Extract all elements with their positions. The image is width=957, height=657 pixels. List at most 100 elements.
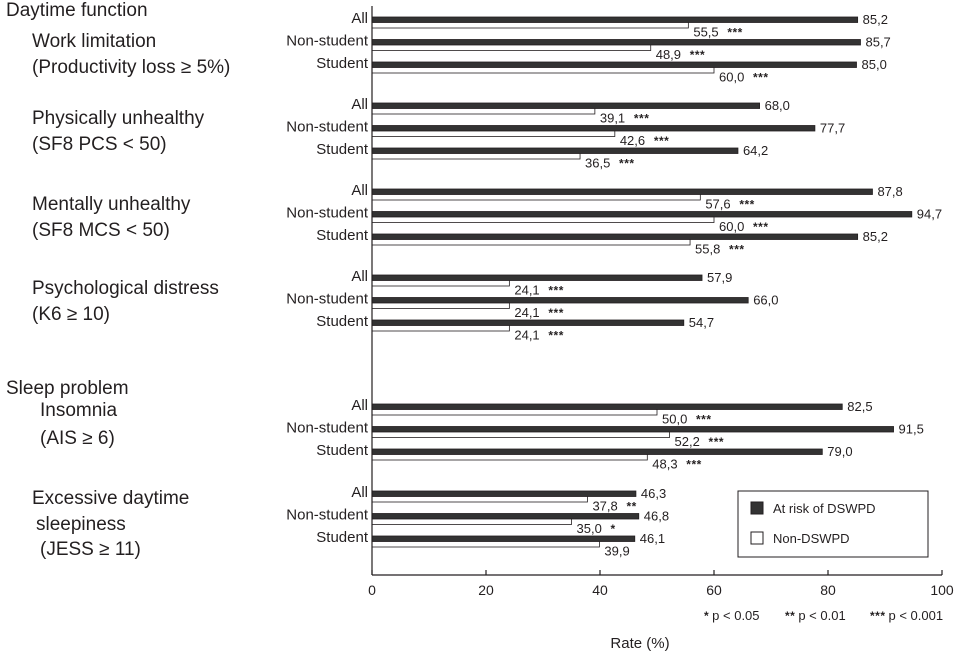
row-label-insomnia-student: Student [316, 442, 369, 459]
value-at-risk-psychological-distress-non-student: 66,0 [753, 293, 778, 308]
labels-layer: Daytime function Work limitation (Producti… [6, 0, 942, 560]
value-non-dswpd-physically-unhealthy-non-student: 42,6 [620, 133, 645, 148]
value-at-risk-insomnia-student: 79,0 [827, 444, 852, 459]
legend-swatch-non [750, 531, 764, 545]
note-p005: * p < 0.05 [704, 608, 760, 623]
significance-physically-unhealthy-non-student: *** [654, 134, 670, 148]
value-at-risk-mentally-unhealthy-non-student: 94,7 [917, 207, 942, 222]
value-non-dswpd-mentally-unhealthy-all: 57,6 [705, 197, 730, 212]
x-axis-title: Rate (%) [610, 635, 669, 652]
significance-physically-unhealthy-student: *** [619, 157, 635, 171]
value-at-risk-work-limitation-student: 85,0 [862, 57, 887, 72]
value-at-risk-insomnia-all: 82,5 [847, 399, 872, 414]
group-title-work-limitation-line-2: (Productivity loss ≥ 5%) [32, 57, 230, 78]
row-label-mentally-unhealthy-all: All [351, 182, 368, 199]
significance-insomnia-student: *** [686, 458, 702, 472]
x-tick-label-40: 40 [592, 582, 608, 598]
row-label-psychological-distress-non-student: Non-student [286, 291, 369, 308]
bar-non-dswpd-psychological-distress-all [371, 280, 510, 287]
x-tick-label-60: 60 [706, 582, 722, 598]
row-label-mentally-unhealthy-non-student: Non-student [286, 205, 369, 222]
bar-at-risk-excessive-daytime-student [371, 535, 636, 542]
value-non-dswpd-work-limitation-student: 60,0 [719, 70, 744, 85]
bar-non-dswpd-work-limitation-all [371, 22, 689, 29]
value-at-risk-physically-unhealthy-all: 68,0 [765, 98, 790, 113]
significance-psychological-distress-student: *** [548, 329, 564, 343]
value-non-dswpd-psychological-distress-student: 24,1 [514, 328, 539, 343]
note-p005-stars: * [704, 609, 709, 623]
group-title-psychological-distress-line-1: Psychological distress [32, 278, 219, 299]
row-label-excessive-daytime-all: All [351, 484, 368, 501]
significance-physically-unhealthy-all: *** [634, 112, 650, 126]
row-label-work-limitation-all: All [351, 10, 368, 27]
note-p001: ** p < 0.01 [785, 608, 846, 623]
legend-box [737, 490, 929, 558]
row-label-work-limitation-non-student: Non-student [286, 33, 369, 50]
bar-at-risk-work-limitation-student [371, 61, 857, 68]
group-title-excessive-daytime-line-1: Excessive daytime [32, 488, 189, 509]
bar-non-dswpd-insomnia-student [371, 454, 648, 461]
row-label-psychological-distress-student: Student [316, 313, 369, 330]
bar-non-dswpd-mentally-unhealthy-all [371, 194, 701, 201]
x-tick-label-100: 100 [930, 582, 954, 598]
value-non-dswpd-work-limitation-non-student: 48,9 [656, 47, 681, 62]
legend-swatch-at-risk [750, 501, 764, 515]
bars-layer [371, 16, 913, 548]
value-non-dswpd-excessive-daytime-student: 39,9 [604, 544, 629, 559]
value-non-dswpd-physically-unhealthy-all: 39,1 [600, 111, 625, 126]
bar-non-dswpd-psychological-distress-student [371, 325, 510, 332]
row-label-work-limitation-student: Student [316, 55, 369, 72]
row-label-excessive-daytime-student: Student [316, 529, 369, 546]
bar-at-risk-work-limitation-non-student [371, 39, 861, 46]
bar-non-dswpd-work-limitation-student [371, 67, 715, 74]
significance-mentally-unhealthy-student: *** [729, 243, 745, 257]
bar-non-dswpd-psychological-distress-non-student [371, 302, 510, 309]
value-non-dswpd-excessive-daytime-non-student: 35,0 [577, 521, 602, 536]
bar-at-risk-psychological-distress-student [371, 319, 685, 326]
row-label-mentally-unhealthy-student: Student [316, 227, 369, 244]
bar-non-dswpd-mentally-unhealthy-non-student [371, 216, 715, 223]
section-title-daytime-function: Daytime function [6, 0, 148, 21]
value-non-dswpd-mentally-unhealthy-non-student: 60,0 [719, 219, 744, 234]
value-at-risk-physically-unhealthy-student: 64,2 [743, 143, 768, 158]
bar-non-dswpd-insomnia-all [371, 409, 658, 416]
row-label-physically-unhealthy-all: All [351, 96, 368, 113]
bar-at-risk-insomnia-non-student [371, 426, 894, 433]
note-p0001: *** p < 0.001 [870, 608, 943, 623]
row-label-excessive-daytime-non-student: Non-student [286, 507, 369, 524]
group-title-insomnia-line-1: Insomnia [40, 400, 118, 421]
value-non-dswpd-excessive-daytime-all: 37,8 [592, 499, 617, 514]
group-title-excessive-daytime-line-3: (JESS ≥ 11) [40, 539, 141, 560]
value-at-risk-psychological-distress-all: 57,9 [707, 270, 732, 285]
bar-non-dswpd-excessive-daytime-all [371, 496, 588, 503]
note-p0001-text: p < 0.001 [889, 608, 944, 623]
bar-non-dswpd-excessive-daytime-student [371, 541, 600, 548]
value-non-dswpd-insomnia-all: 50,0 [662, 412, 687, 427]
value-non-dswpd-work-limitation-all: 55,5 [693, 25, 718, 40]
value-at-risk-work-limitation-non-student: 85,7 [865, 35, 890, 50]
value-at-risk-work-limitation-all: 85,2 [863, 12, 888, 27]
group-title-physically-unhealthy-line-2: (SF8 PCS < 50) [32, 134, 167, 155]
value-non-dswpd-insomnia-non-student: 52,2 [675, 434, 700, 449]
significance-excessive-daytime-non-student: * [611, 522, 616, 536]
bar-at-risk-insomnia-all [371, 403, 843, 410]
bar-at-risk-physically-unhealthy-non-student [371, 125, 816, 132]
value-at-risk-excessive-daytime-student: 46,1 [640, 531, 665, 546]
note-p0001-stars: *** [870, 609, 886, 623]
bar-non-dswpd-insomnia-non-student [371, 431, 670, 438]
significance-psychological-distress-all: *** [548, 284, 564, 298]
group-title-psychological-distress-line-2: (K6 ≥ 10) [32, 304, 110, 325]
group-title-mentally-unhealthy-line-2: (SF8 MCS < 50) [32, 220, 170, 241]
value-non-dswpd-insomnia-student: 48,3 [652, 457, 677, 472]
significance-insomnia-non-student: *** [709, 435, 725, 449]
value-at-risk-excessive-daytime-all: 46,3 [641, 486, 666, 501]
group-title-mentally-unhealthy-line-1: Mentally unhealthy [32, 194, 191, 215]
x-tick-label-80: 80 [820, 582, 836, 598]
note-p005-text: p < 0.05 [712, 608, 759, 623]
row-label-insomnia-non-student: Non-student [286, 420, 369, 437]
bar-at-risk-psychological-distress-all [371, 274, 703, 281]
significance-work-limitation-all: *** [727, 26, 743, 40]
significance-work-limitation-non-student: *** [690, 48, 706, 62]
bar-at-risk-psychological-distress-non-student [371, 297, 749, 304]
